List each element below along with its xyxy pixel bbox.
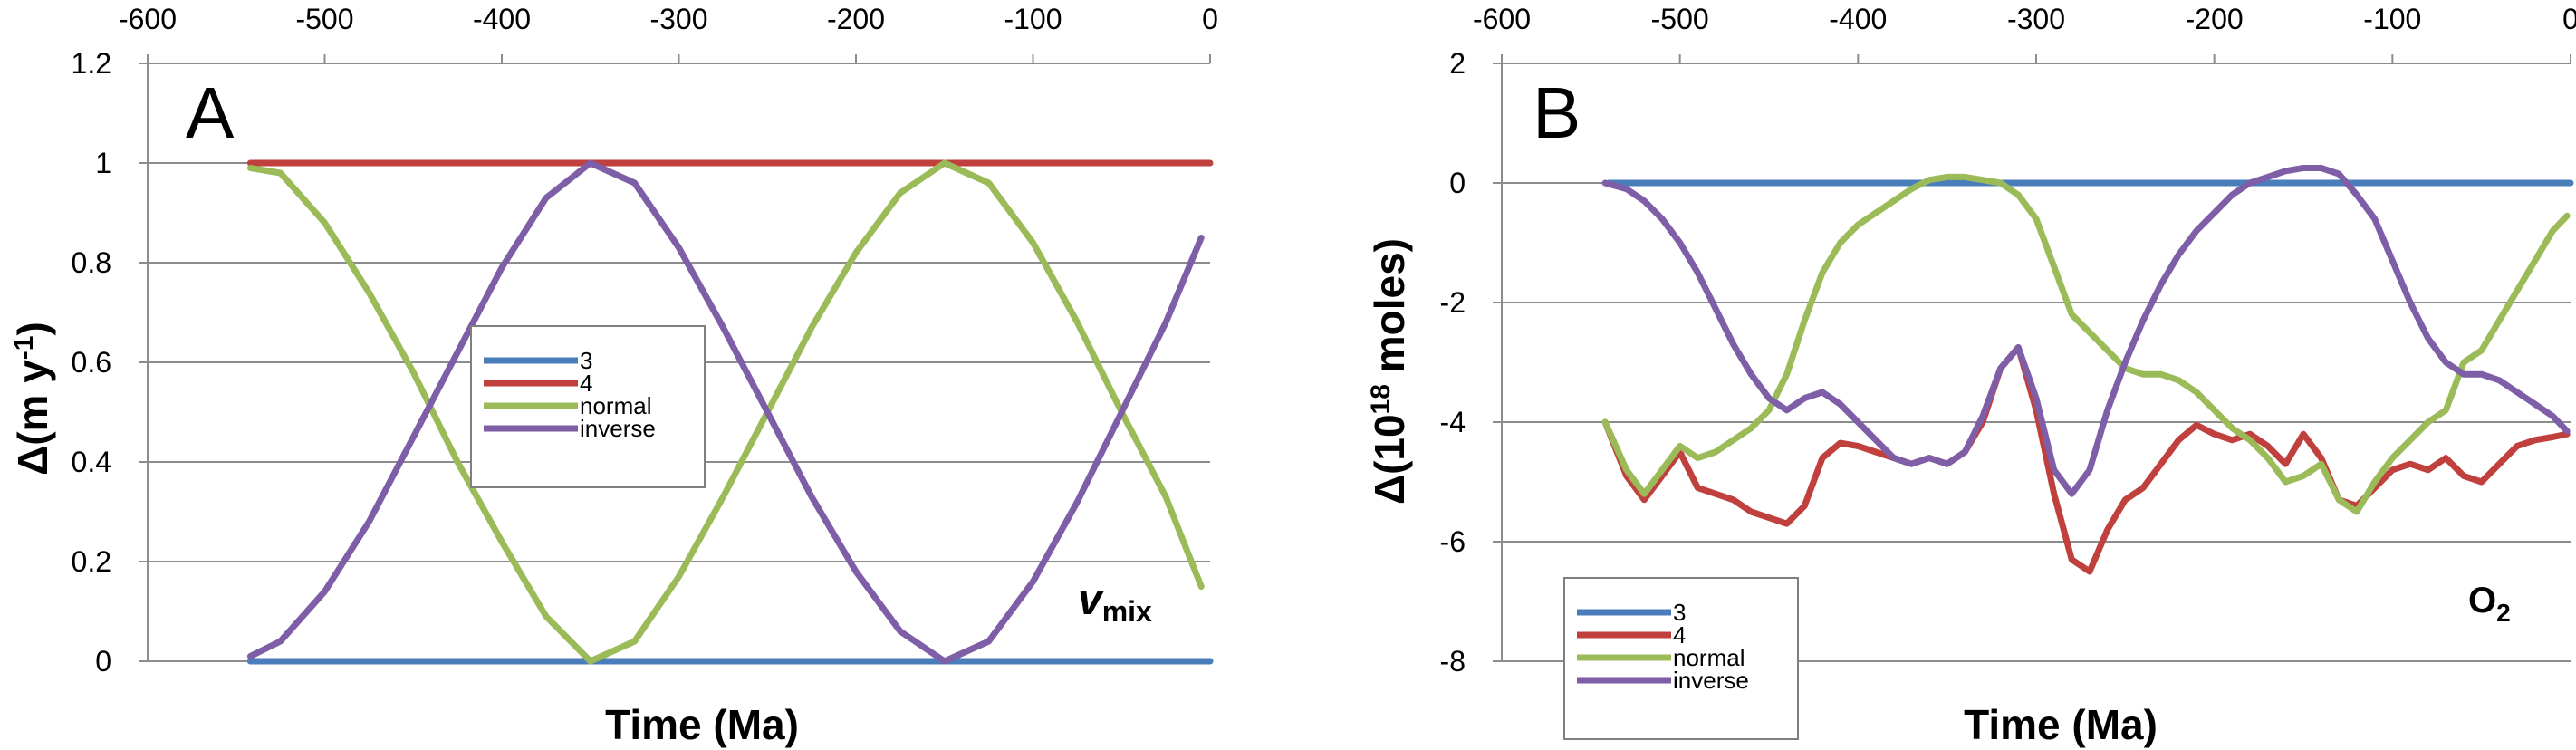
panel-b-series xyxy=(1601,165,2574,575)
panel-a-y-title-post: ) xyxy=(9,322,56,335)
panel-b-y-ticks: -8 -6 -4 -2 0 2 xyxy=(1440,47,1502,678)
panel-a-series-normal xyxy=(246,159,1205,665)
panel-a-y-tick-label: 0.4 xyxy=(72,446,111,478)
panel-b-x-tick-label: 0 xyxy=(2562,3,2576,35)
panel-b-y-tick-label: 2 xyxy=(1449,47,1466,80)
panel-b-y-tick-label: -2 xyxy=(1440,286,1466,319)
panel-a-y-tick-label: 0 xyxy=(95,645,111,678)
panel-a-x-tick-label: -600 xyxy=(119,3,177,35)
panel-a-x-axis-title: Time (Ma) xyxy=(605,701,799,748)
panel-a-y-tick-label: 0.2 xyxy=(72,545,111,578)
panel-a-y-title-pre: Δ(m y xyxy=(9,360,56,476)
panel-a-y-tick-label: 0.6 xyxy=(72,346,111,379)
panel-b-y-title-pre: Δ(10 xyxy=(1366,414,1413,505)
panel-b-annotation-sub: 2 xyxy=(2496,599,2511,627)
panel-a-x-tick-label: -400 xyxy=(473,3,531,35)
panel-b: -8 -6 -4 -2 0 2 -600 -500 -400 -300 -200 -100 0 B O… xyxy=(1366,3,2576,748)
panel-a-x-tick-label: -200 xyxy=(827,3,885,35)
panel-b-x-tick-label: -600 xyxy=(1473,3,1531,35)
panel-b-legend-label-normal: normal xyxy=(1673,644,1745,671)
panel-b-y-tick-label: -6 xyxy=(1440,525,1466,558)
panel-a: 0 0.2 0.4 0.6 0.8 1 1.2 -600 -500 -400 -300 -200 -1… xyxy=(9,3,1218,748)
panel-b-x-tick-label: -400 xyxy=(1829,3,1887,35)
panel-a-x-tick-label: -500 xyxy=(295,3,353,35)
panel-b-legend-label-4: 4 xyxy=(1673,621,1686,649)
panel-b-legend-label-3: 3 xyxy=(1673,599,1686,626)
panel-b-y-axis-title: Δ(1018 moles) xyxy=(1366,238,1413,505)
panel-b-y-title-sup: 18 xyxy=(1366,384,1396,414)
panel-a-legend-label-normal: normal xyxy=(580,392,651,419)
panel-b-x-axis-title: Time (Ma) xyxy=(1964,701,2158,748)
panel-a-legend-label-3: 3 xyxy=(580,347,592,374)
panel-a-x-tick-label: 0 xyxy=(1202,3,1218,35)
panel-a-legend-label-4: 4 xyxy=(580,370,592,397)
panel-b-y-tick-label: -4 xyxy=(1440,406,1466,438)
panel-a-annotation-sub: mix xyxy=(1102,595,1152,628)
panel-b-legend-label-inverse: inverse xyxy=(1673,667,1749,694)
panel-b-x-tick-label: -100 xyxy=(2363,3,2421,35)
panel-b-series-4 xyxy=(1601,344,2571,575)
panel-b-x-tick-label: -300 xyxy=(2007,3,2065,35)
panel-b-y-title-post: moles) xyxy=(1366,238,1413,384)
panel-a-annotation-main: v xyxy=(1078,576,1104,624)
panel-b-gridlines xyxy=(1502,62,2571,662)
panel-a-y-tick-label: 1.2 xyxy=(72,47,111,80)
panel-a-series xyxy=(246,159,1214,665)
panel-a-y-tick-label: 1 xyxy=(95,147,111,179)
panel-a-x-tick-label: -300 xyxy=(649,3,707,35)
panel-a-legend-label-inverse: inverse xyxy=(580,415,656,442)
panel-a-x-tick-label: -100 xyxy=(1004,3,1062,35)
panel-b-y-tick-label: -8 xyxy=(1440,645,1466,678)
panel-b-series-inverse xyxy=(1601,165,2571,497)
panel-b-y-tick-label: 0 xyxy=(1449,167,1466,199)
panel-b-series-normal xyxy=(1601,173,2571,515)
panel-a-x-ticks: -600 -500 -400 -300 -200 -100 0 xyxy=(119,3,1218,63)
panel-b-x-tick-label: -200 xyxy=(2186,3,2244,35)
panel-a-y-ticks: 0 0.2 0.4 0.6 0.8 1 1.2 xyxy=(72,47,148,678)
panel-a-y-tick-label: 0.8 xyxy=(72,246,111,279)
panel-a-y-title-sup: -1 xyxy=(9,335,39,360)
panel-a-label: A xyxy=(186,72,235,153)
panel-a-annotation: vmix xyxy=(1078,576,1152,628)
panel-a-y-axis-title: Δ(m y-1) xyxy=(9,322,56,476)
panel-b-x-tick-label: -500 xyxy=(1651,3,1709,35)
panel-a-series-inverse xyxy=(246,159,1205,665)
panel-b-label: B xyxy=(1533,72,1581,153)
panel-b-x-ticks: -600 -500 -400 -300 -200 -100 0 xyxy=(1473,3,2576,63)
panel-b-annotation: O2 xyxy=(2468,581,2511,627)
panel-b-annotation-main: O xyxy=(2468,581,2496,620)
